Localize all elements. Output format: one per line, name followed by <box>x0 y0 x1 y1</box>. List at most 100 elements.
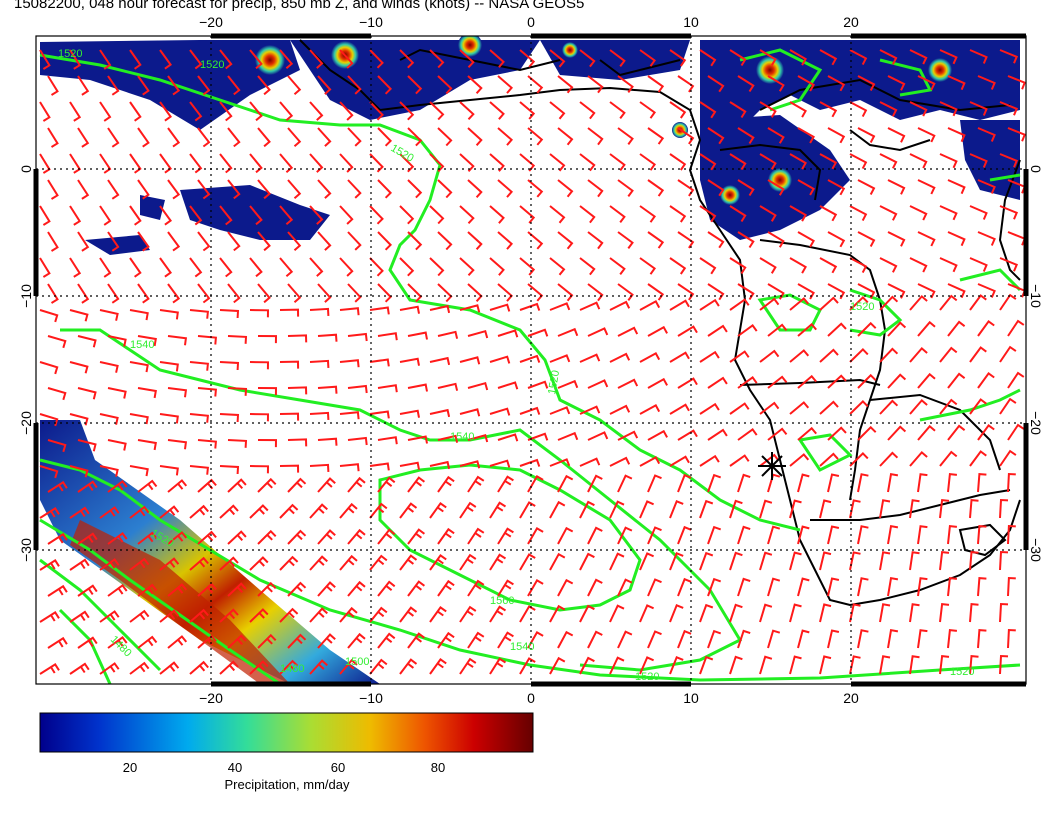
wind-barb <box>249 660 269 675</box>
wind-barb <box>339 205 354 225</box>
wind-barb <box>669 351 690 363</box>
wind-barb <box>227 530 247 545</box>
wind-barb <box>729 603 743 623</box>
wind-barb <box>887 231 906 247</box>
wind-barb <box>647 630 662 649</box>
wind-barb <box>69 610 90 623</box>
lat-tick-left-3: −20 <box>18 411 34 435</box>
wind-barb <box>549 500 566 519</box>
wind-barb <box>489 459 511 468</box>
wind-barb <box>917 75 936 91</box>
wind-barb <box>879 49 898 65</box>
wind-barb <box>437 527 455 545</box>
wind-barb <box>339 554 358 571</box>
wind-barb <box>99 361 119 373</box>
wind-barb <box>77 335 97 348</box>
wind-barb <box>47 283 59 304</box>
wind-barb <box>969 257 988 272</box>
lon-tick-bottom-4: 10 <box>683 690 699 706</box>
wind-barb <box>159 661 180 675</box>
wind-barb <box>909 153 928 169</box>
wind-barb <box>47 439 67 453</box>
wind-barb <box>437 231 453 251</box>
wind-barb <box>789 257 807 274</box>
wind-barb <box>107 532 128 545</box>
wind-barb <box>249 504 269 519</box>
wind-barb <box>489 501 507 519</box>
wind-barb <box>879 451 899 467</box>
wind-barb <box>737 376 758 389</box>
wind-barb <box>77 387 97 400</box>
wind-barb <box>167 127 181 148</box>
wind-barb <box>759 401 780 415</box>
wind-barb <box>527 527 544 545</box>
wind-barb <box>677 283 695 301</box>
wind-barb <box>339 606 358 623</box>
wind-barb <box>557 474 574 493</box>
wind-barb <box>909 346 928 363</box>
wind-barb <box>797 231 815 248</box>
wind-barb <box>279 153 294 173</box>
wind-barb <box>287 386 308 395</box>
wind-barb <box>377 332 398 341</box>
wind-barb <box>47 335 67 349</box>
wind-barb <box>699 499 714 519</box>
wind-barb <box>887 321 907 337</box>
wind-barb <box>489 657 507 675</box>
wind-barb <box>347 179 362 199</box>
wind-barb <box>849 655 861 675</box>
wind-barb <box>287 127 302 147</box>
lat-tick-right-1: 0 <box>1028 165 1044 173</box>
wind-barb <box>257 529 277 545</box>
wind-barb <box>699 153 717 171</box>
wind-barb <box>609 300 631 311</box>
wind-barb <box>527 75 544 94</box>
wind-barb <box>969 49 988 64</box>
wind-barb <box>767 375 788 389</box>
wind-barb <box>767 427 788 441</box>
wind-barb <box>939 654 950 675</box>
wind-barb <box>947 472 958 493</box>
wind-barb <box>159 413 179 424</box>
wind-barb <box>849 399 869 415</box>
wind-barb <box>947 179 966 195</box>
wind-barb <box>459 657 477 675</box>
wind-barb <box>489 553 507 571</box>
wind-barb <box>999 101 1019 116</box>
wind-barb <box>159 309 179 320</box>
wind-barb <box>819 296 839 311</box>
wind-barb <box>797 179 815 196</box>
wind-barb <box>189 153 203 174</box>
wind-barb <box>519 257 536 276</box>
wind-barb <box>549 257 566 276</box>
wind-barb <box>249 257 263 278</box>
wind-barb <box>729 257 747 275</box>
wind-barb <box>677 629 692 649</box>
wind-barb <box>519 501 536 519</box>
wind-barb <box>789 551 802 571</box>
wind-barb <box>407 231 423 251</box>
wind-barb <box>1007 371 1025 389</box>
wind-barb <box>729 402 750 415</box>
wind-barb <box>879 257 898 273</box>
wind-barb <box>39 49 51 70</box>
wind-barb <box>587 231 604 250</box>
wind-barb <box>69 205 82 226</box>
wind-barb <box>857 321 877 337</box>
wind-barb <box>189 101 203 122</box>
wind-barb <box>197 439 217 449</box>
contour-label-15: 1520 <box>950 666 974 678</box>
wind-barb <box>279 412 300 421</box>
wind-barb <box>497 179 514 198</box>
wind-barb <box>107 335 127 347</box>
wind-barb <box>249 556 269 571</box>
wind-barb <box>827 426 847 441</box>
wind-barb <box>69 361 89 374</box>
wind-barb <box>759 499 773 519</box>
wind-barb <box>167 479 188 493</box>
wind-barb <box>849 347 869 363</box>
wind-barb <box>587 630 603 649</box>
wind-barb <box>99 413 119 425</box>
wind-barb <box>249 608 269 623</box>
wind-barb <box>347 476 366 493</box>
